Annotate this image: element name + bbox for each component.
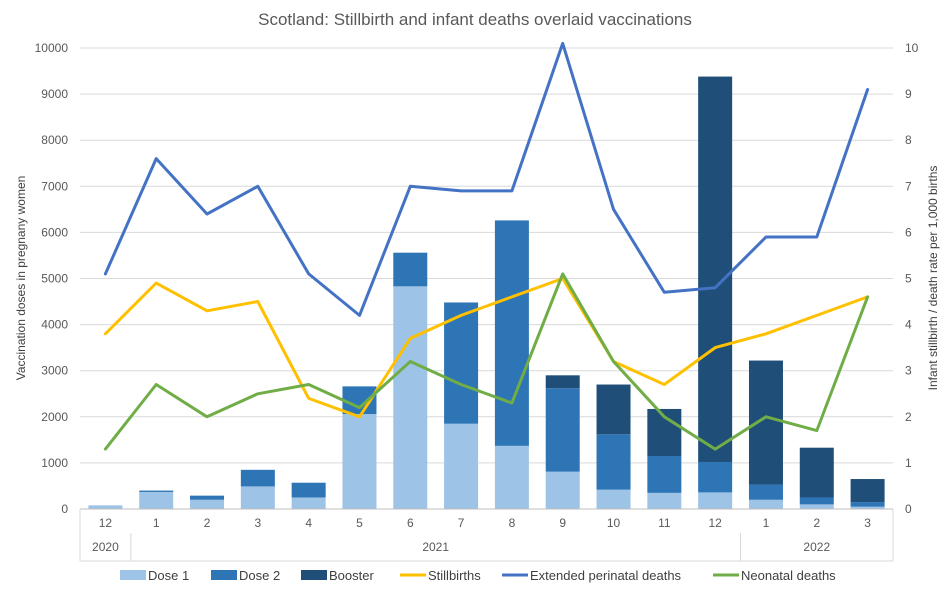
year-label: 2020 xyxy=(92,540,119,554)
year-label: 2022 xyxy=(803,540,830,554)
x-tick-label: 6 xyxy=(407,516,414,530)
lines xyxy=(103,41,870,451)
bar-dose-1 xyxy=(240,486,275,509)
bar-dose-2 xyxy=(444,302,479,424)
y2-tick-label: 10 xyxy=(905,41,919,55)
y2-tick-label: 8 xyxy=(905,133,912,147)
legend-swatch xyxy=(120,570,146,580)
bar-dose-1 xyxy=(799,504,834,509)
bar-dose-2 xyxy=(240,469,275,487)
bar-dose-1 xyxy=(545,471,580,509)
bar-booster xyxy=(698,76,733,462)
bar-dose-2 xyxy=(291,482,326,498)
x-tick-label: 1 xyxy=(763,516,770,530)
line-extended-perinatal-deaths xyxy=(103,41,870,317)
y-tick-label: 0 xyxy=(61,502,68,516)
legend-swatch xyxy=(211,570,237,580)
y2-tick-label: 5 xyxy=(905,272,912,286)
bar-dose-2 xyxy=(190,495,225,500)
bar-dose-2 xyxy=(647,455,682,493)
y2-tick-label: 2 xyxy=(905,410,912,424)
axes: 0100020003000400050006000700080009000100… xyxy=(35,41,919,562)
legend-swatch xyxy=(301,570,327,580)
legend-label: Dose 2 xyxy=(239,568,280,583)
x-tick-label: 10 xyxy=(607,516,621,530)
bar-booster xyxy=(545,375,580,389)
bar-dose-1 xyxy=(494,445,529,509)
bar-dose-2 xyxy=(748,484,783,500)
y-tick-label: 3000 xyxy=(41,364,68,378)
x-tick-label: 5 xyxy=(356,516,363,530)
bar-dose-1 xyxy=(88,505,123,509)
legend-label: Extended perinatal deaths xyxy=(530,568,682,583)
bar-dose-1 xyxy=(342,414,377,509)
x-tick-label: 11 xyxy=(658,516,671,530)
x-tick-label: 2 xyxy=(813,516,820,530)
bar-dose-2 xyxy=(698,461,733,493)
bar-dose-2 xyxy=(494,220,529,446)
x-tick-label: 9 xyxy=(559,516,566,530)
bar-booster xyxy=(799,447,834,498)
bar-dose-1 xyxy=(444,423,479,509)
bar-dose-2 xyxy=(139,490,174,492)
y-tick-label: 10000 xyxy=(35,41,69,55)
bar-booster xyxy=(748,360,783,485)
bar-dose-1 xyxy=(748,499,783,509)
bar-dose-2 xyxy=(596,434,631,490)
legend-label: Stillbirths xyxy=(428,568,481,583)
y2-tick-label: 9 xyxy=(905,87,912,101)
y2-tick-label: 0 xyxy=(905,502,912,516)
chart-title: Scotland: Stillbirth and infant deaths o… xyxy=(258,10,692,29)
y2-tick-label: 7 xyxy=(905,179,912,193)
bar-dose-2 xyxy=(545,388,580,472)
bar-dose-1 xyxy=(596,489,631,509)
line-neonatal-deaths xyxy=(103,272,870,451)
y-tick-label: 4000 xyxy=(41,318,68,332)
x-tick-label: 3 xyxy=(864,516,871,530)
legend-label: Neonatal deaths xyxy=(741,568,836,583)
year-label: 2021 xyxy=(422,540,449,554)
y-tick-label: 5000 xyxy=(41,272,68,286)
gridlines xyxy=(80,47,893,464)
bar-booster xyxy=(596,384,631,435)
bar-dose-1 xyxy=(139,491,174,509)
legend-label: Booster xyxy=(329,568,374,583)
y-tick-label: 1000 xyxy=(41,456,68,470)
y-tick-label: 2000 xyxy=(41,410,68,424)
y-tick-label: 6000 xyxy=(41,225,68,239)
x-tick-label: 4 xyxy=(305,516,312,530)
x-tick-label: 12 xyxy=(708,516,722,530)
bar-dose-1 xyxy=(291,497,326,509)
x-tick-label: 1 xyxy=(153,516,160,530)
x-tick-label: 3 xyxy=(255,516,262,530)
bar-dose-1 xyxy=(850,506,885,509)
bar-dose-1 xyxy=(698,492,733,509)
legend-label: Dose 1 xyxy=(148,568,189,583)
y-tick-label: 8000 xyxy=(41,133,68,147)
y2-tick-label: 4 xyxy=(905,318,912,332)
bar-dose-1 xyxy=(393,286,428,509)
bar-dose-2 xyxy=(850,502,885,507)
bar-dose-1 xyxy=(647,492,682,509)
y2-tick-label: 1 xyxy=(905,456,912,470)
y2-tick-label: 3 xyxy=(905,364,912,378)
x-tick-label: 8 xyxy=(509,516,516,530)
x-tick-label: 2 xyxy=(204,516,211,530)
bar-dose-2 xyxy=(393,252,428,287)
bar-dose-2 xyxy=(799,497,834,505)
y-tick-label: 9000 xyxy=(41,87,68,101)
bar-booster xyxy=(850,479,885,503)
line-stillbirths xyxy=(103,277,870,419)
y-tick-label: 7000 xyxy=(41,179,68,193)
x-tick-label: 7 xyxy=(458,516,465,530)
legend: Dose 1 Dose 2 Booster Stillbirths Extended p… xyxy=(120,568,836,583)
y2-axis-label: Infant stillbirth / death rate per 1,000… xyxy=(926,166,940,391)
y-axis-label: Vaccination doses in pregnany women xyxy=(14,176,28,381)
bar-dose-1 xyxy=(190,499,225,509)
bars xyxy=(88,76,885,509)
y2-tick-label: 6 xyxy=(905,225,912,239)
x-tick-label: 12 xyxy=(99,516,113,530)
